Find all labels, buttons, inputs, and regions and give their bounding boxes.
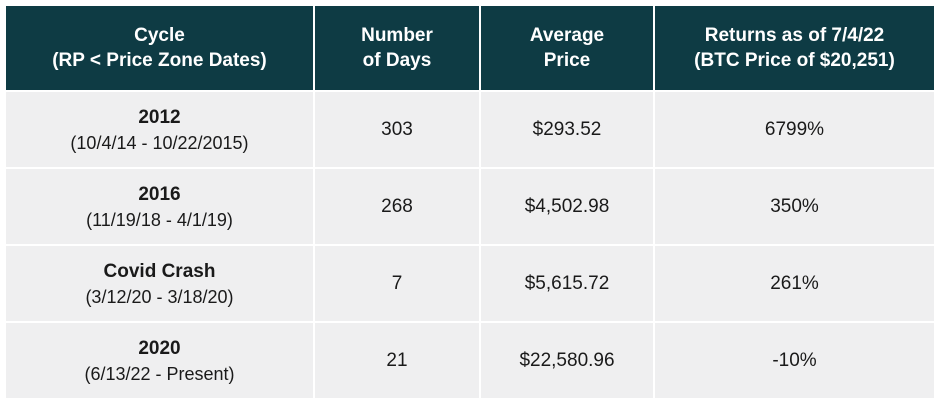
returns-cell: -10% bbox=[653, 323, 934, 398]
cycle-name: 2020 bbox=[138, 337, 181, 359]
days-cell: 7 bbox=[313, 246, 479, 321]
table-row: 2020 (6/13/22 - Present) 21 $22,580.96 -… bbox=[6, 323, 934, 398]
table-header: Cycle (RP < Price Zone Dates) Number of … bbox=[6, 6, 934, 90]
cycle-name: Covid Crash bbox=[103, 260, 216, 282]
cycle-name: 2016 bbox=[138, 183, 181, 205]
header-cycle-title: Cycle bbox=[134, 25, 185, 46]
cycle-dates: (6/13/22 - Present) bbox=[84, 363, 235, 384]
days-cell: 268 bbox=[313, 169, 479, 244]
returns-cell: 6799% bbox=[653, 92, 934, 167]
header-days: Number of Days bbox=[313, 6, 479, 90]
header-returns-line2: (BTC Price of $20,251) bbox=[694, 50, 895, 71]
header-average-price: Average Price bbox=[479, 6, 653, 90]
average-price-cell: $5,615.72 bbox=[479, 246, 653, 321]
average-price-cell: $293.52 bbox=[479, 92, 653, 167]
cycle-cell: Covid Crash (3/12/20 - 3/18/20) bbox=[6, 246, 313, 321]
table-row: Covid Crash (3/12/20 - 3/18/20) 7 $5,615… bbox=[6, 246, 934, 321]
header-returns-line1: Returns as of 7/4/22 bbox=[704, 25, 885, 46]
header-cycle: Cycle (RP < Price Zone Dates) bbox=[6, 6, 313, 90]
table-row: 2016 (11/19/18 - 4/1/19) 268 $4,502.98 3… bbox=[6, 169, 934, 244]
cycle-name: 2012 bbox=[138, 106, 181, 128]
table-row: 2012 (10/4/14 - 10/22/2015) 303 $293.52 … bbox=[6, 92, 934, 167]
header-price-line2: Price bbox=[543, 50, 591, 71]
returns-cell: 261% bbox=[653, 246, 934, 321]
cycle-dates: (11/19/18 - 4/1/19) bbox=[86, 209, 233, 230]
cycle-cell: 2016 (11/19/18 - 4/1/19) bbox=[6, 169, 313, 244]
header-price-line1: Average bbox=[529, 25, 605, 46]
returns-cell: 350% bbox=[653, 169, 934, 244]
cycle-cell: 2012 (10/4/14 - 10/22/2015) bbox=[6, 92, 313, 167]
cycle-cell: 2020 (6/13/22 - Present) bbox=[6, 323, 313, 398]
days-cell: 21 bbox=[313, 323, 479, 398]
average-price-cell: $22,580.96 bbox=[479, 323, 653, 398]
cycle-dates: (3/12/20 - 3/18/20) bbox=[85, 286, 234, 307]
header-cycle-subtitle: (RP < Price Zone Dates) bbox=[52, 50, 267, 71]
header-days-line2: of Days bbox=[362, 50, 432, 71]
cycle-returns-table: Cycle (RP < Price Zone Dates) Number of … bbox=[6, 6, 934, 398]
days-cell: 303 bbox=[313, 92, 479, 167]
header-days-line1: Number bbox=[361, 25, 433, 46]
header-returns: Returns as of 7/4/22 (BTC Price of $20,2… bbox=[653, 6, 934, 90]
average-price-cell: $4,502.98 bbox=[479, 169, 653, 244]
cycle-dates: (10/4/14 - 10/22/2015) bbox=[70, 132, 249, 153]
